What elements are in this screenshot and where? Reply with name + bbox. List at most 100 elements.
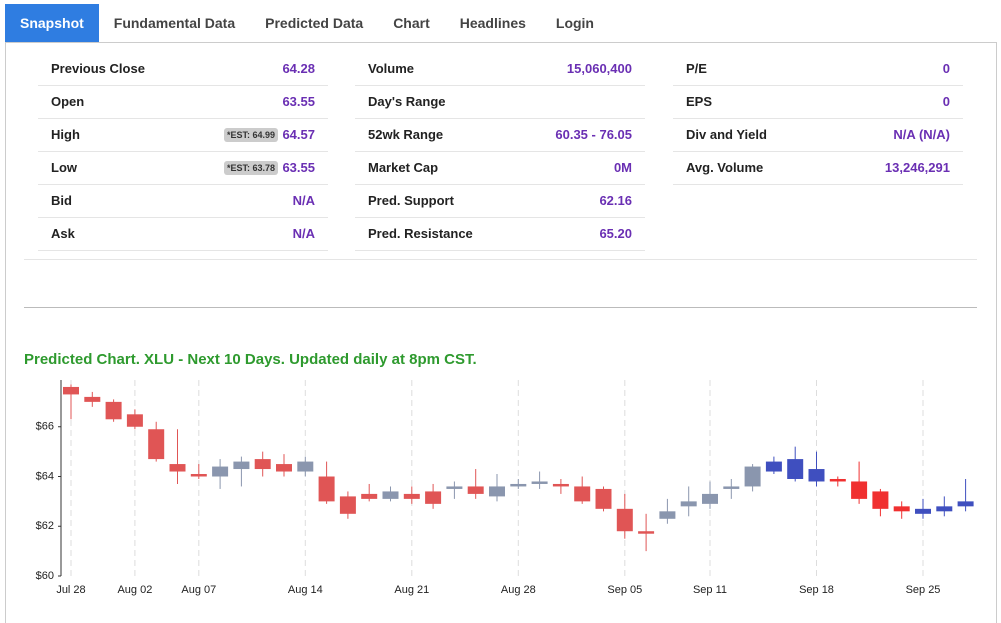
candle-body (510, 483, 527, 487)
stat-value: 0 (942, 94, 950, 109)
candle-body (744, 466, 761, 487)
candle-body (169, 464, 186, 472)
est-badge: *EST: 64.99 (223, 128, 278, 142)
chart: $60 $62 $64 $66 Jul 28 Aug 02 Aug 07 Aug 14 Aug … (36, 380, 974, 596)
stat-row: Previous Close 64.28 (38, 52, 328, 86)
candle-body (531, 481, 548, 484)
candle-body (126, 414, 143, 427)
candle-body (425, 491, 442, 504)
candle-body (872, 491, 889, 509)
stat-label: Market Cap (368, 160, 439, 175)
y-tick-label: $60 (36, 570, 54, 582)
candle-body (105, 401, 122, 420)
stat-label: High (51, 127, 80, 142)
stat-value: 64.28 (282, 61, 315, 76)
est-badge: *EST: 63.78 (223, 161, 278, 175)
stat-label: Volume (368, 61, 414, 76)
candle-body (233, 461, 250, 470)
stat-value: 64.57 (282, 127, 315, 142)
candle-body (63, 386, 79, 395)
stat-label: Avg. Volume (686, 160, 764, 175)
x-tick-label: Aug 14 (288, 584, 323, 596)
stat-row: EPS 0 (673, 85, 963, 119)
stat-label: Ask (51, 226, 75, 241)
candle-body (446, 486, 463, 489)
stat-value: 13,246,291 (884, 160, 950, 175)
candle-body (212, 466, 229, 477)
tab[interactable]: Chart (393, 15, 430, 31)
divider (24, 307, 977, 308)
candle-body (680, 501, 697, 507)
tab[interactable]: Predicted Data (265, 15, 364, 31)
candle-body (765, 461, 782, 472)
candle-body (936, 506, 953, 512)
stat-label: 52wk Range (368, 127, 444, 142)
stat-label: Div and Yield (686, 127, 767, 142)
candle-body (574, 486, 591, 502)
stat-row: Pred. Support 62.16 (355, 184, 645, 218)
stat-row: Low 63.55 *EST: 63.78 (38, 151, 328, 185)
stat-label: Open (51, 94, 85, 109)
stat-row: Bid N/A (38, 184, 328, 218)
stat-row: Volume 15,060,400 (355, 52, 645, 86)
candle-body (276, 464, 292, 472)
stat-row: Ask N/A (38, 217, 328, 251)
tab-bar: Snapshot Fundamental Data Predicted Data Ch… (5, 4, 609, 42)
candle-body (829, 478, 846, 482)
stat-value: N/A (292, 193, 315, 208)
stat-label: Low (51, 160, 77, 175)
candle-body (957, 501, 974, 507)
candle-body (254, 459, 271, 470)
x-tick-label: Sep 25 (906, 584, 941, 596)
candle-body (595, 488, 612, 509)
y-tick-label: $64 (36, 470, 54, 482)
stat-value: 15,060,400 (566, 61, 632, 76)
tab[interactable]: Fundamental Data (113, 15, 236, 31)
stat-label: Pred. Support (368, 193, 454, 208)
stat-value: N/A (292, 226, 315, 241)
stat-value: 63.55 (282, 160, 315, 175)
stat-label: Bid (51, 193, 72, 208)
page: Snapshot Fundamental Data Predicted Data Ch… (5, 4, 997, 623)
divider (24, 259, 977, 260)
stat-label: Day's Range (368, 94, 446, 109)
y-tick-label: $62 (36, 520, 54, 532)
stat-row: Open 63.55 (38, 85, 328, 119)
x-tick-label: Jul 28 (56, 584, 85, 596)
stat-row: High 64.57 *EST: 64.99 (38, 118, 328, 152)
stat-row: P/E 0 (673, 52, 963, 86)
candle-body (787, 459, 804, 479)
stat-value: 63.55 (282, 94, 315, 109)
stat-row: Div and Yield N/A (N/A) (673, 118, 963, 152)
y-tick-label: $66 (36, 421, 54, 433)
candle-body (659, 511, 676, 519)
content-frame (5, 42, 997, 623)
x-tick-label: Sep 18 (799, 584, 834, 596)
candle-body (702, 493, 718, 504)
stat-value: 60.35 - 76.05 (555, 127, 632, 142)
stat-label: Pred. Resistance (368, 226, 473, 241)
stat-value: 0M (613, 160, 632, 175)
tab[interactable]: Snapshot (5, 4, 99, 42)
tab[interactable]: Login (555, 15, 594, 31)
candle-body (148, 429, 165, 460)
candle-body (552, 483, 569, 487)
candle-body (318, 476, 335, 502)
x-tick-label: Aug 02 (117, 584, 152, 596)
stat-label: P/E (686, 61, 707, 76)
candle-body (403, 493, 420, 499)
candle-body (467, 486, 484, 494)
stat-label: Previous Close (51, 61, 145, 76)
tab[interactable]: Headlines (459, 15, 526, 31)
candle-body (723, 486, 740, 489)
candle-body (616, 508, 633, 532)
stat-row: Day's Range (355, 85, 645, 119)
candle-body (361, 493, 378, 499)
stat-label: EPS (686, 94, 713, 109)
candle-body (190, 474, 207, 477)
x-tick-label: Aug 28 (501, 584, 536, 596)
candle-body (915, 508, 931, 514)
candle-body (489, 486, 505, 497)
stat-row: 52wk Range 60.35 - 76.05 (355, 118, 645, 152)
stat-row: Market Cap 0M (355, 151, 645, 185)
